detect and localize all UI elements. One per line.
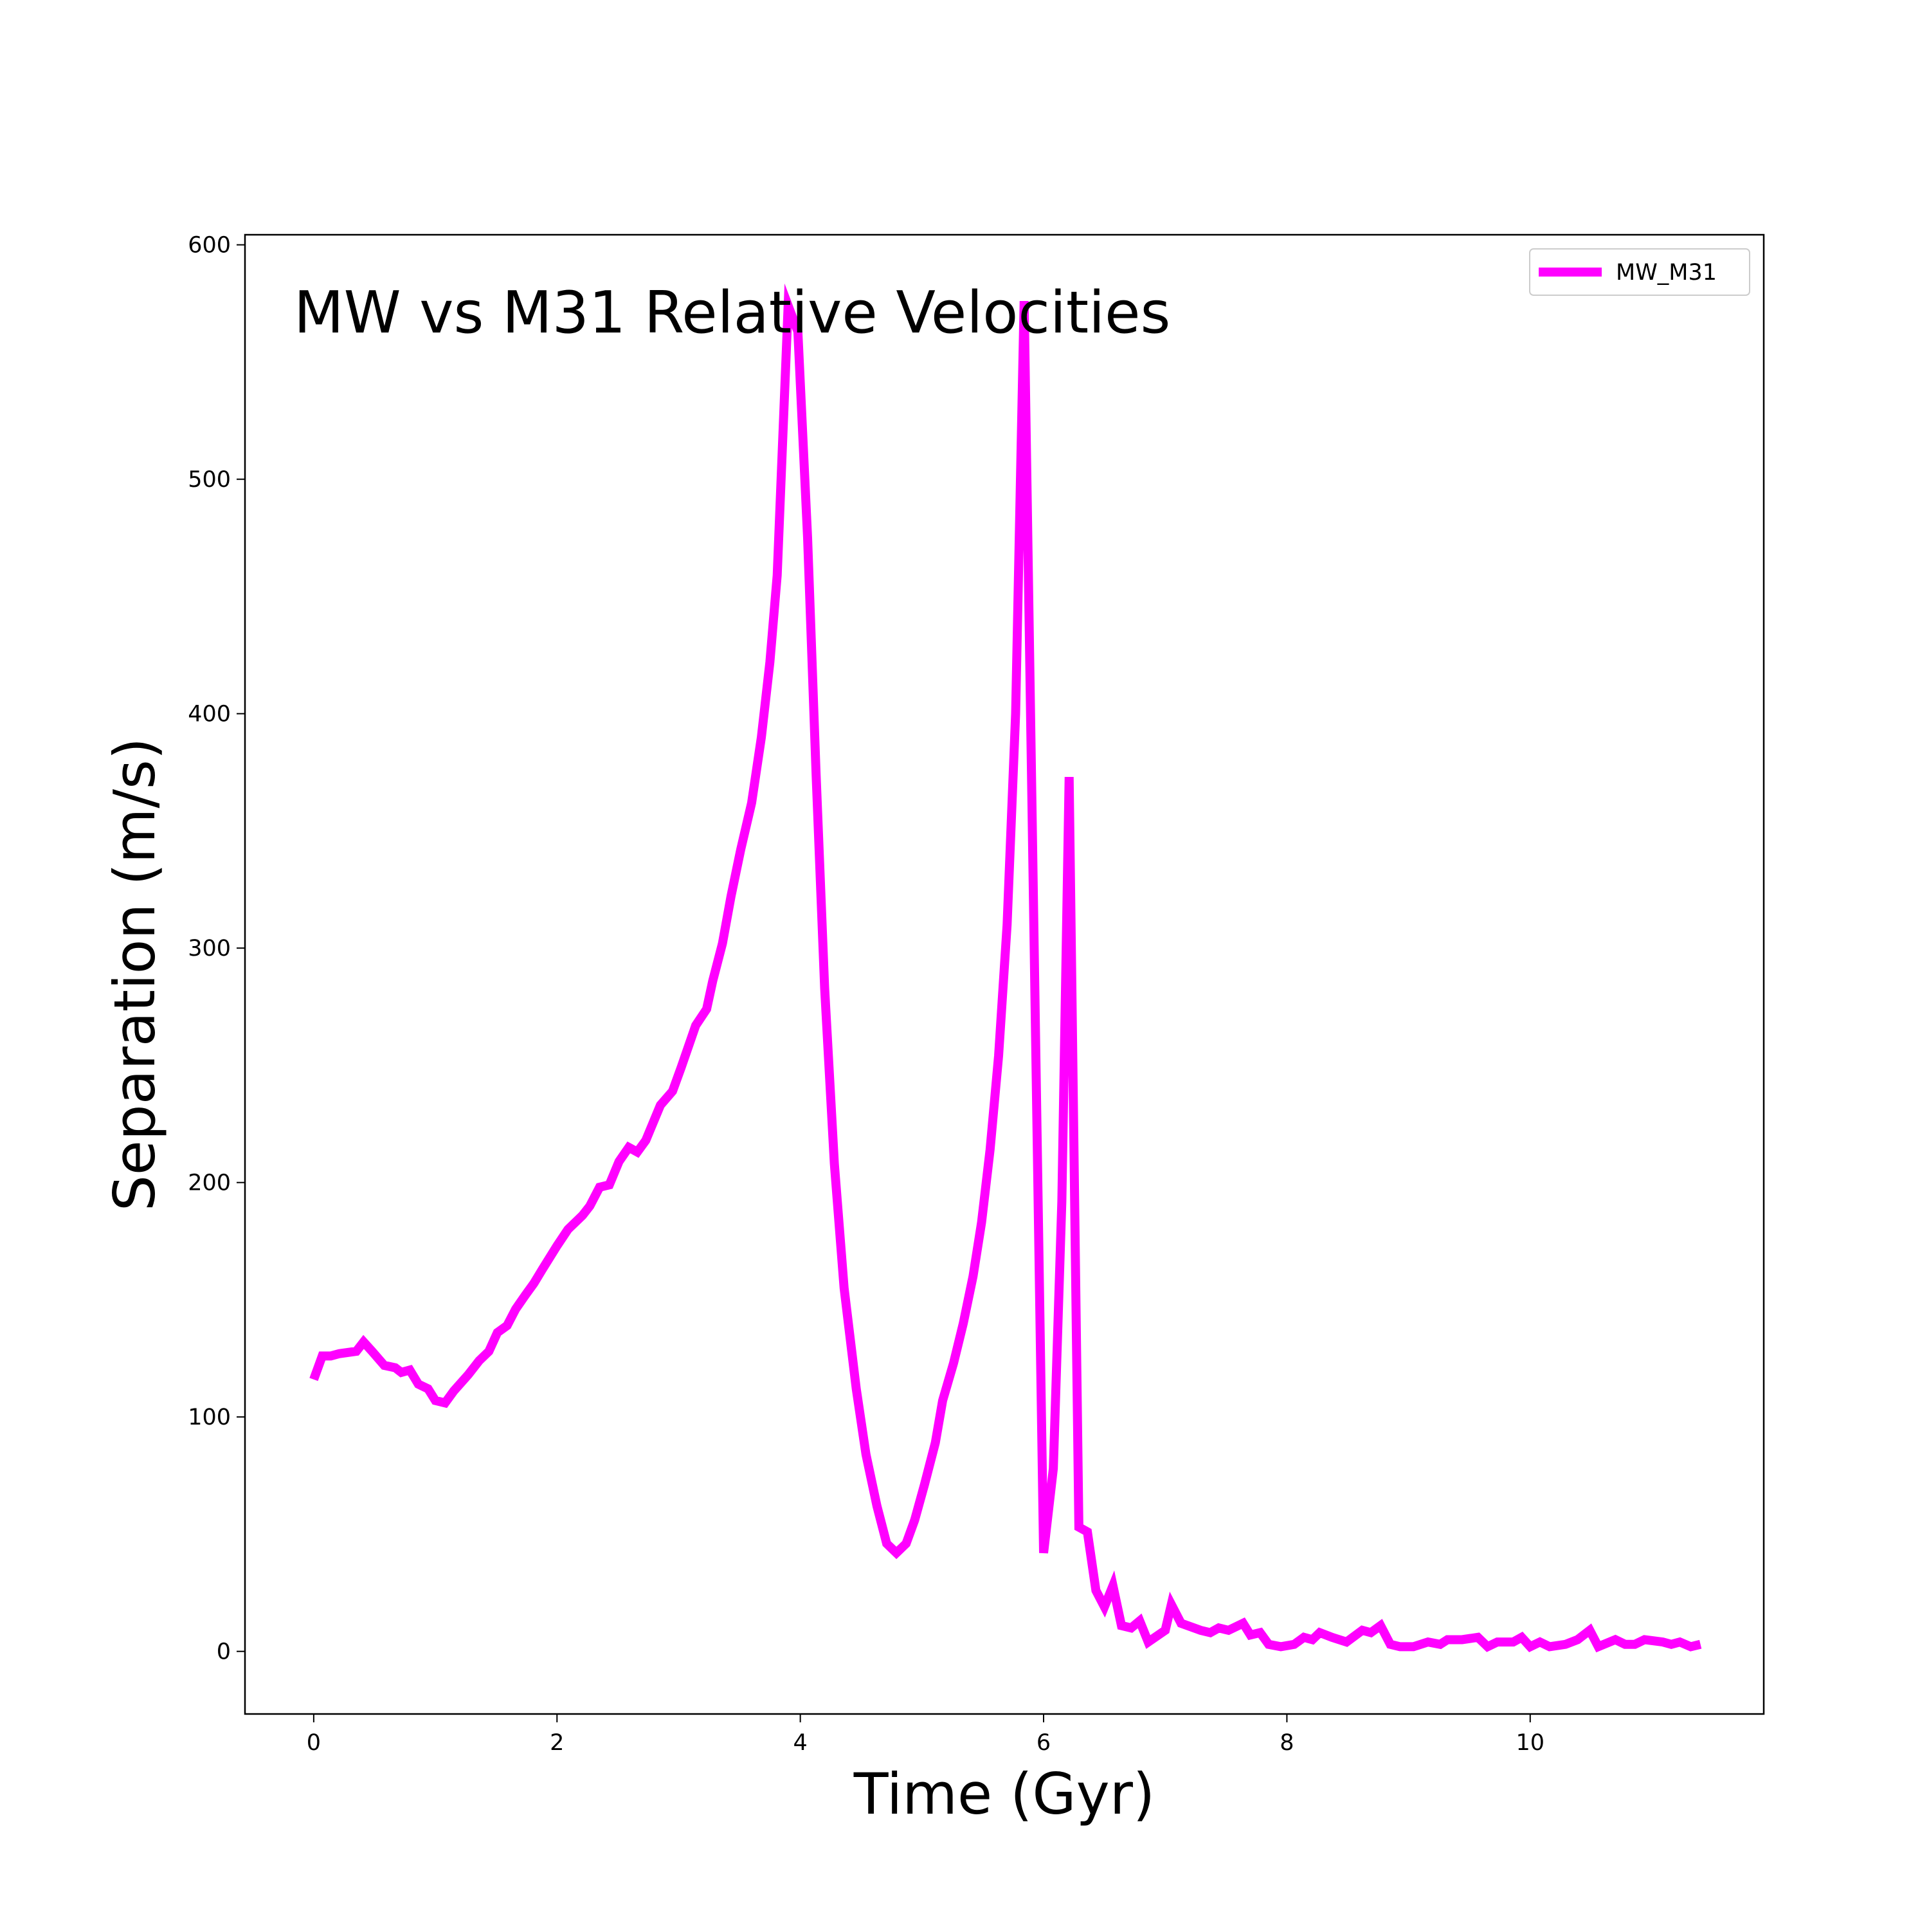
y-axis-label: Separation (m/s)	[102, 738, 168, 1211]
legend-label: MW_M31	[1616, 260, 1717, 286]
legend-box	[1529, 248, 1750, 296]
plot-frame	[244, 233, 1765, 1715]
y-tick-label: 200	[188, 1171, 231, 1196]
y-tick-label: 500	[188, 467, 231, 493]
y-tick-label: 0	[217, 1639, 231, 1665]
y-tick-label: 300	[188, 936, 231, 961]
x-tick-label: 8	[1280, 1730, 1294, 1756]
data-line	[309, 283, 1702, 1653]
y-tick-label: 600	[188, 233, 231, 259]
x-tick-label: 6	[1037, 1730, 1051, 1756]
y-tick-label: 100	[188, 1405, 231, 1430]
y-tick-label: 400	[188, 702, 231, 727]
x-tick-label: 4	[793, 1730, 807, 1756]
x-tick-label: 2	[550, 1730, 564, 1756]
x-tick-label: 10	[1516, 1730, 1544, 1756]
x-axis-label: Time (Gyr)	[853, 1761, 1155, 1827]
x-tick-label: 0	[307, 1730, 321, 1756]
chart-title: MW vs M31 Relative Velocities	[294, 279, 1170, 347]
